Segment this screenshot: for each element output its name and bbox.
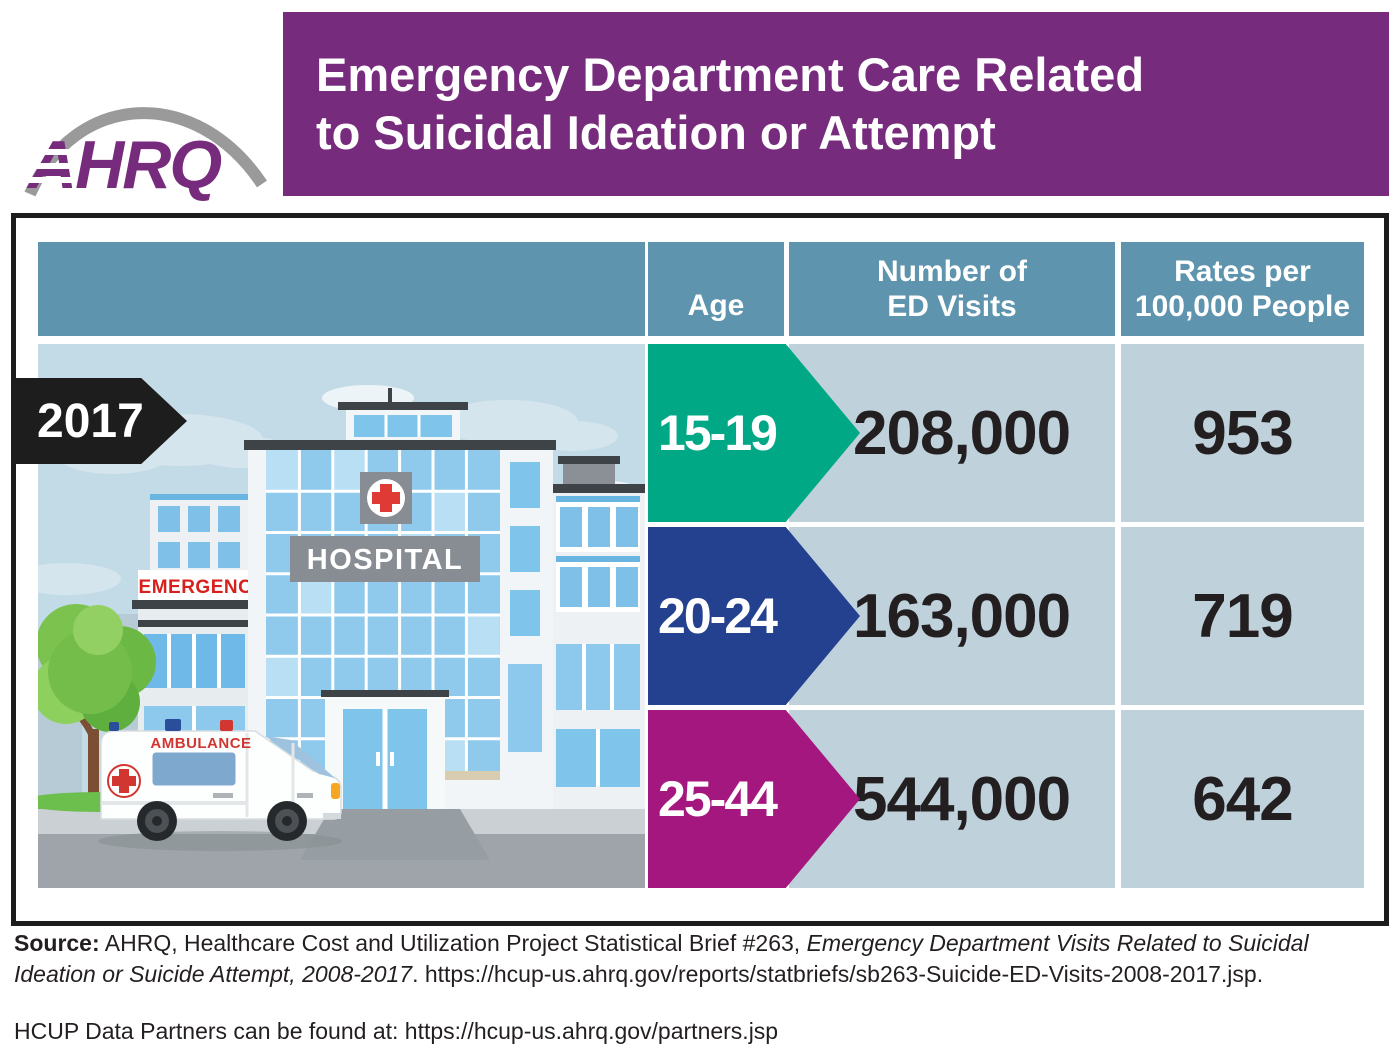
table-cell-rate-2: 642 xyxy=(1121,710,1364,888)
hospital-illustration: EMERGENCY xyxy=(38,344,645,888)
emergency-sign xyxy=(138,570,266,600)
age-label-0: 15-19 xyxy=(658,405,778,461)
logo-a-stripes xyxy=(22,149,78,183)
column-header-age-label: Age xyxy=(687,289,745,322)
year-badge-text: 2017 xyxy=(37,394,144,448)
footer-source: Source: AHRQ, Healthcare Cost and Utiliz… xyxy=(14,928,1386,1047)
column-header-rates: Rates per 100,000 People xyxy=(1121,242,1364,336)
source-text: AHRQ, Healthcare Cost and Utilization Pr… xyxy=(99,930,807,956)
partners-paragraph: HCUP Data Partners can be found at: http… xyxy=(14,1018,779,1044)
ambulance-cross-icon xyxy=(112,769,136,793)
source-label: Source: xyxy=(14,930,100,956)
roofbox-top xyxy=(558,456,620,464)
source-url: . https://hcup-us.ahrq.gov/reports/statb… xyxy=(412,961,1264,987)
column-header-visits-line2: ED Visits xyxy=(887,290,1017,323)
tree-icon xyxy=(38,604,180,812)
roofbox xyxy=(563,464,615,486)
hospital-sign-text: HOSPITAL xyxy=(307,544,463,576)
source-paragraph: Source: AHRQ, Healthcare Cost and Utiliz… xyxy=(14,928,1386,990)
page-title-line2: to Suicidal Ideation or Attempt xyxy=(316,106,996,159)
ambulance-wheels xyxy=(137,801,307,841)
rate-value-2: 642 xyxy=(1192,764,1293,834)
visits-value-0: 208,000 xyxy=(853,398,1071,468)
ambulance-label-text: AMBULANCE xyxy=(150,735,251,752)
column-header-age: Age xyxy=(648,242,784,336)
driveway xyxy=(300,809,490,860)
emergency-sign-text: EMERGENCY xyxy=(139,577,266,598)
hospital-sign xyxy=(290,536,480,582)
left-header-strip xyxy=(38,242,645,336)
red-cross-icon xyxy=(372,484,400,512)
visits-value-2: 544,000 xyxy=(853,764,1071,834)
logo-swoosh-arc xyxy=(24,107,267,197)
age-label-1: 20-24 xyxy=(658,588,778,644)
table-cell-visits-2: 544,000 xyxy=(789,710,1115,888)
column-header-rates-line2: 100,000 People xyxy=(1134,290,1351,323)
ahrq-logo: AHRQ xyxy=(20,62,278,212)
column-header-visits-line1: Number of xyxy=(877,255,1027,288)
ambulance-blue-light xyxy=(165,719,181,731)
entrance-canopy xyxy=(321,690,449,697)
ahrq-logo-art: AHRQ xyxy=(22,107,267,203)
ambulance-red-light xyxy=(220,720,233,731)
table-cell-rate-0: 953 xyxy=(1121,344,1364,522)
visits-value-1: 163,000 xyxy=(853,581,1071,651)
rate-value-1: 719 xyxy=(1192,581,1293,651)
ambulance-headlight xyxy=(331,783,340,799)
right-wing xyxy=(544,484,645,809)
page-title-line1: Emergency Department Care Related xyxy=(316,48,1145,101)
ambulance: AMBULANCE xyxy=(98,719,342,851)
rate-value-0: 953 xyxy=(1192,398,1293,468)
table-cell-rate-1: 719 xyxy=(1121,527,1364,705)
source-title-italic: Emergency Department Visits Related to S… xyxy=(14,930,1309,987)
title-banner: Emergency Department Care Related to Sui… xyxy=(283,12,1389,196)
column-header-visits: Number of ED Visits xyxy=(789,242,1115,336)
column-header-rates-line1: Rates per xyxy=(1174,255,1311,288)
age-label-2: 25-44 xyxy=(658,771,778,827)
